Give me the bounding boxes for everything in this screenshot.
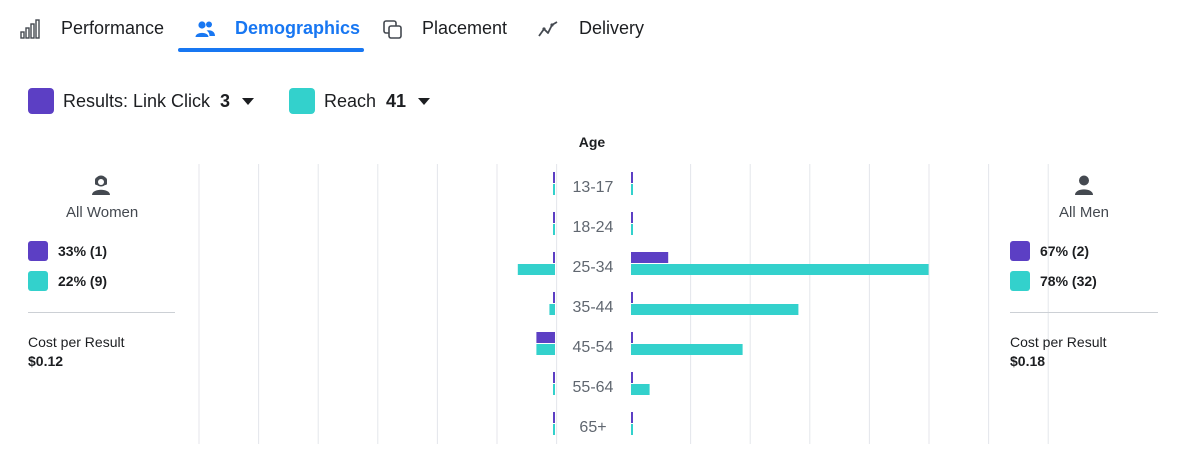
tab-performance-label: Performance xyxy=(61,18,165,38)
tab-performance[interactable]: Performance xyxy=(0,0,170,52)
results-swatch xyxy=(28,241,48,261)
legend-results-swatch xyxy=(28,88,54,114)
legend-reach-swatch xyxy=(289,88,315,114)
legend-results-label: Results: Link Click xyxy=(63,90,211,111)
age-label-35-44: 35-44 xyxy=(573,299,614,316)
active-tab-indicator xyxy=(178,48,364,52)
men-reach-bar-25-34[interactable] xyxy=(631,264,929,275)
age-label-55-64: 55-64 xyxy=(573,379,614,396)
tab-bar: Performance Demographics Placement Deliv… xyxy=(0,0,1194,56)
men-reach-bar-45-54[interactable] xyxy=(631,344,743,355)
women-results-bar-18-24[interactable] xyxy=(553,212,555,223)
chevron-down-icon xyxy=(418,97,431,105)
age-label-65+: 65+ xyxy=(579,419,606,436)
tab-placement-label: Placement xyxy=(422,18,508,38)
women-reach-bar-55-64[interactable] xyxy=(553,384,555,395)
men-reach-stat: 78% (32) xyxy=(1010,271,1097,291)
women-divider xyxy=(28,312,175,313)
women-results-bar-65+[interactable] xyxy=(553,412,555,423)
women-results-bar-13-17[interactable] xyxy=(553,172,555,183)
legend-reach-dropdown[interactable]: Reach 41 xyxy=(289,88,431,114)
men-results-stat: 67% (2) xyxy=(1010,241,1089,261)
women-title: All Women xyxy=(66,204,139,221)
women-results-bar-35-44[interactable] xyxy=(553,292,555,303)
tab-demographics[interactable]: Demographics xyxy=(178,0,364,52)
chevron-down-icon xyxy=(242,97,255,105)
woman-icon xyxy=(92,175,110,195)
age-label-25-34: 25-34 xyxy=(573,259,614,276)
women-reach-bar-13-17[interactable] xyxy=(553,184,555,195)
chart-bars xyxy=(517,172,929,435)
women-results-stat: 33% (1) xyxy=(28,241,107,261)
men-reach-value: 78% (32) xyxy=(1040,273,1097,289)
men-divider xyxy=(1010,312,1158,313)
men-results-value: 67% (2) xyxy=(1040,243,1090,259)
men-title: All Men xyxy=(1059,204,1110,221)
tab-placement[interactable]: Placement xyxy=(378,0,518,52)
men-reach-bar-35-44[interactable] xyxy=(631,304,799,315)
women-cpr-label: Cost per Result xyxy=(28,334,125,350)
age-label-18-24: 18-24 xyxy=(573,219,614,236)
legend-results-count: 3 xyxy=(220,90,231,111)
legend-reach-count: 41 xyxy=(386,90,407,111)
man-icon xyxy=(1075,175,1093,195)
placement-icon xyxy=(383,20,402,39)
men-results-bar-25-34[interactable] xyxy=(631,252,669,263)
reach-swatch xyxy=(1010,271,1030,291)
men-results-bar-65+[interactable] xyxy=(631,412,633,423)
men-reach-bar-18-24[interactable] xyxy=(631,224,633,235)
women-results-bar-25-34[interactable] xyxy=(553,252,555,263)
women-reach-bar-65+[interactable] xyxy=(553,424,555,435)
tab-delivery-label: Delivery xyxy=(579,18,645,38)
women-reach-stat: 22% (9) xyxy=(28,271,107,291)
men-cpr-label: Cost per Result xyxy=(1010,334,1107,350)
women-results-value: 33% (1) xyxy=(58,243,108,259)
tab-demographics-label: Demographics xyxy=(235,18,361,38)
men-results-bar-35-44[interactable] xyxy=(631,292,633,303)
delivery-icon xyxy=(538,21,558,37)
men-results-bar-45-54[interactable] xyxy=(631,332,633,343)
chart-age-labels: 13-17 18-24 25-34 35-44 45-54 55-64 65+ xyxy=(573,179,614,436)
age-label-45-54: 45-54 xyxy=(573,339,614,356)
men-cpr-value: $0.18 xyxy=(1010,353,1046,369)
men-reach-bar-13-17[interactable] xyxy=(631,184,633,195)
men-reach-bar-65+[interactable] xyxy=(631,424,633,435)
men-results-bar-18-24[interactable] xyxy=(631,212,633,223)
women-reach-value: 22% (9) xyxy=(58,273,108,289)
women-cpr-value: $0.12 xyxy=(28,353,64,369)
women-reach-bar-25-34[interactable] xyxy=(517,264,555,275)
bar-chart-icon xyxy=(20,19,40,39)
chart-title: Age xyxy=(579,134,606,150)
women-reach-bar-35-44[interactable] xyxy=(549,304,555,315)
men-reach-bar-55-64[interactable] xyxy=(631,384,650,395)
legend-results-dropdown[interactable]: Results: Link Click 3 xyxy=(28,88,255,114)
men-results-bar-55-64[interactable] xyxy=(631,372,633,383)
people-icon xyxy=(195,21,215,37)
women-results-bar-45-54[interactable] xyxy=(536,332,555,343)
men-results-bar-13-17[interactable] xyxy=(631,172,633,183)
tab-delivery[interactable]: Delivery xyxy=(535,0,655,52)
chart-gridlines xyxy=(198,164,1049,444)
age-label-13-17: 13-17 xyxy=(573,179,614,196)
women-results-bar-55-64[interactable] xyxy=(553,372,555,383)
reach-swatch xyxy=(28,271,48,291)
women-reach-bar-18-24[interactable] xyxy=(553,224,555,235)
women-reach-bar-45-54[interactable] xyxy=(536,344,555,355)
legend-reach-label: Reach xyxy=(324,90,377,111)
results-swatch xyxy=(1010,241,1030,261)
